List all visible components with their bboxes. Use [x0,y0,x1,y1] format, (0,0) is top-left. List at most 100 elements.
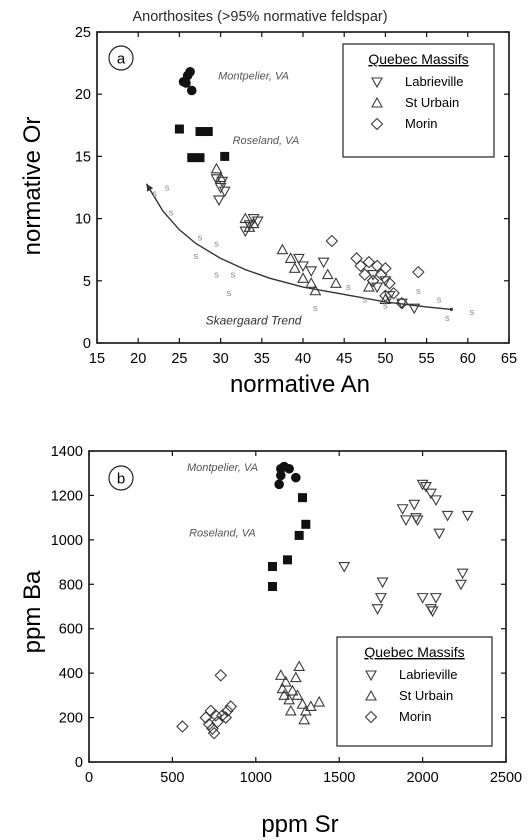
panel-a-x-tick-label: 15 [89,351,105,367]
panel-a-point-labrieville [292,253,305,265]
panel-a-series-morin [325,234,425,310]
panel-b-point-montpelier-va [274,479,284,490]
panel-b-label: b [108,465,134,491]
panel-a-x-tick-label: 50 [377,351,393,367]
panel-a-trend-arrow-icon [146,183,154,192]
panel-a-point-st-urbain [247,217,260,229]
panel-b-point-labrieville [426,606,439,618]
panel-b-x-tick-label: 1000 [240,770,272,786]
panel-b-point-morin [176,720,189,733]
panel-a-x-tick-label: 60 [460,351,476,367]
panel-b-legend: Quebec Massifs Labrieville St Urbain Morin [336,636,493,747]
panel-a-series-roseland-va [174,124,230,163]
panel-b-point-st-urbain [296,698,309,709]
panel-b-point-labrieville [461,510,474,522]
panel-a-y-tick-label: 20 [75,87,91,103]
panel-a-point-skaergaard: s [313,303,318,314]
panel-a-y-tick-label: 0 [83,336,91,352]
panel-a-point-skaergaard: s [470,307,475,318]
panel-a-point-roseland-va [187,153,197,163]
panel-a-x-tick-label: 35 [254,351,270,367]
panel-b-point-morin [221,704,234,718]
panel-b-annotation-montpelier-va: Montpelier, VA [187,462,258,474]
panel-a-y-tick-label: 10 [75,212,91,228]
panel-b-plot-frame [88,450,507,763]
panel-a-point-labrieville [395,298,408,310]
panel-a-label: a [108,45,134,71]
panel-b-point-st-urbain [276,682,289,694]
panel-a-series-montpelier-va [178,67,197,96]
panel-b-y-tick-label: 600 [59,622,83,638]
panel-a-point-skaergaard: s [198,232,203,243]
panel-b-y-tick-label: 400 [59,666,83,682]
panel-b-x-tick-label: 500 [160,770,184,786]
panel-a-point-morin [379,262,392,275]
panel-b-point-st-urbain [298,713,311,725]
panel-b-point-morin [216,709,229,722]
panel-a-x-tick-label: 65 [501,351,517,367]
panel-a-point-skaergaard: s [383,301,388,312]
panel-a-trend-end [449,307,453,312]
panel-b-point-labrieville [376,577,389,589]
panel-b-point-labrieville [455,579,467,591]
panel-b-legend-marker-st-urbain [365,689,377,701]
panel-a-point-st-urbain [305,277,318,288]
panel-b-point-roseland-va [267,582,277,592]
panel-b-point-morin [207,726,221,740]
panel-b-point-labrieville [374,593,387,604]
panel-b-point-labrieville [416,593,429,604]
panel-b-series-montpelier-va [274,461,301,490]
panel-b-point-st-urbain [286,684,299,696]
panel-a-point-st-urbain [321,268,334,280]
panel-a-legend-marker-morin [370,117,384,131]
panel-a-point-morin [354,259,367,273]
panel-b-y-tick-label: 200 [59,711,83,727]
panel-a-point-st-urbain [214,171,227,183]
panel-b-point-morin [219,711,233,724]
panel-a-legend-marker-st-urbain [371,96,383,108]
panel-b-point-st-urbain [274,669,287,680]
panel-b-y-tick-label: 1400 [51,444,83,460]
panel-b-point-labrieville [371,604,384,615]
panel-b: Montpelier, VA Roseland, VA Quebec Massif… [19,444,522,838]
panel-b-legend-marker-morin [364,710,378,724]
panel-a-point-labrieville [371,282,384,294]
panel-b-xlabel: ppm Sr [261,811,338,838]
panel-a-legend-title: Quebec Massifs [368,51,468,67]
panel-a-point-skaergaard: s [169,207,174,218]
panel-a-point-skaergaard: s [214,270,219,281]
panel-b-point-labrieville [396,504,409,515]
panel-b-x-tick-label: 0 [85,770,93,786]
panel-a-point-labrieville [213,195,225,207]
panel-a-point-skaergaard: s [152,189,157,200]
panel-a-point-montpelier-va [185,67,195,77]
panel-a-point-labrieville [218,186,231,198]
panel-b-point-labrieville [430,593,442,604]
panel-a-annotation-roseland-va: Roseland, VA [233,135,300,147]
panel-a-y-tick-label: 25 [75,25,91,41]
panel-b-point-st-urbain [284,704,297,716]
panel-a-point-roseland-va [203,127,213,137]
panel-b-series-labrieville [338,479,474,618]
panel-b-label-text: b [117,471,125,488]
panel-a-label-text: a [117,51,126,68]
panel-a-point-st-urbain [276,243,289,255]
panel-b-point-roseland-va [298,493,308,503]
panel-b-point-morin [204,704,218,718]
panel-b-point-st-urbain [279,675,292,687]
panel-a-point-labrieville [408,303,421,315]
panel-a-point-skaergaard: s [194,251,199,262]
figure-title: Anorthosites (>95% normative feldspar) [132,9,387,25]
panel-b-point-labrieville [411,515,424,526]
panel-a-point-st-urbain [239,212,252,224]
panel-a-point-morin [395,296,409,310]
panel-b-point-st-urbain [278,689,291,700]
panel-b-point-montpelier-va [291,472,301,483]
panel-b-point-morin [224,700,238,713]
panel-b-point-morin [214,669,228,682]
panel-b-series-roseland-va [267,493,311,592]
panel-a-point-roseland-va [174,124,184,134]
panel-b-point-st-urbain [283,693,296,705]
